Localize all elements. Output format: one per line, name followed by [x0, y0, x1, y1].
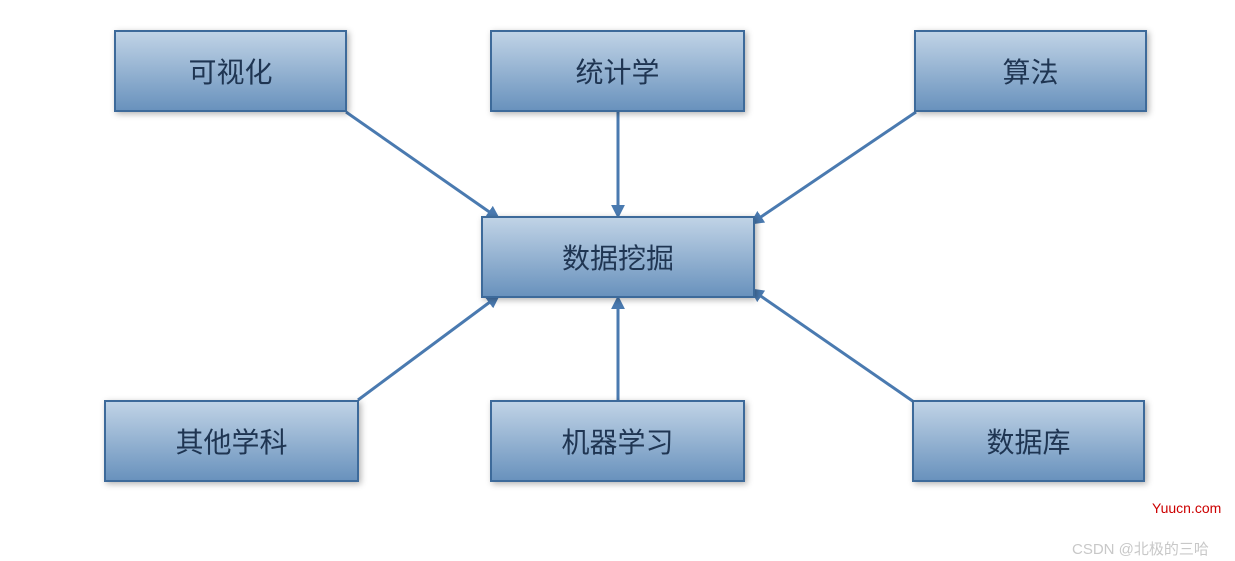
watermark-yuucn: Yuucn.com: [1152, 500, 1221, 516]
node-center: 数据挖掘: [481, 216, 755, 298]
watermark-csdn: CSDN @北极的三哈: [1072, 538, 1209, 559]
node-label: 统计学: [575, 51, 659, 91]
node-label: 数据挖掘: [562, 237, 674, 277]
edge-top_left: [346, 112, 498, 218]
node-label: 算法: [1002, 51, 1058, 91]
node-label: 其他学科: [175, 421, 287, 461]
flowchart-diagram: 数据挖掘 可视化 统计学 算法其他学科 机器学习 数据库: [0, 0, 1235, 561]
node-top_right: 算法: [914, 30, 1147, 112]
edge-bot_right: [752, 290, 914, 402]
node-bot_right: 数据库: [912, 400, 1145, 482]
edge-top_right: [752, 112, 916, 223]
edge-bot_left: [358, 296, 498, 400]
node-top_left: 可视化: [114, 30, 347, 112]
node-top_mid: 统计学: [490, 30, 745, 112]
node-bot_mid: 机器学习: [490, 400, 745, 482]
node-bot_left: 其他学科: [104, 400, 359, 482]
node-label: 可视化: [188, 51, 272, 91]
node-label: 机器学习: [561, 421, 673, 461]
node-label: 数据库: [986, 421, 1070, 461]
